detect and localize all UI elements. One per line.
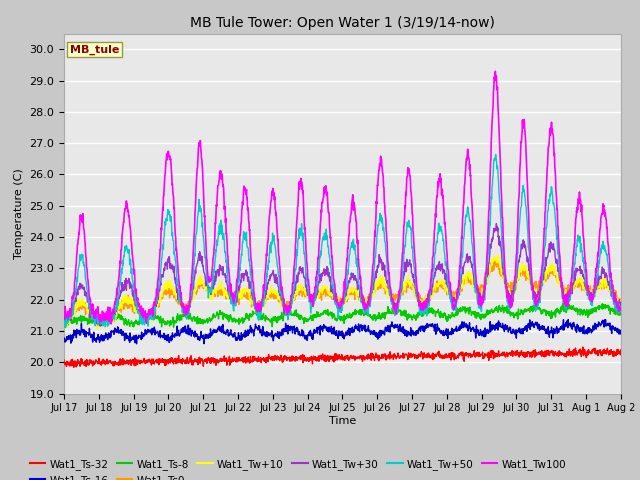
X-axis label: Time: Time: [329, 416, 356, 426]
Text: MB_tule: MB_tule: [70, 44, 119, 55]
Title: MB Tule Tower: Open Water 1 (3/19/14-now): MB Tule Tower: Open Water 1 (3/19/14-now…: [190, 16, 495, 30]
Legend: Wat1_Ts-32, Wat1_Ts-16, Wat1_Ts-8, Wat1_Ts0, Wat1_Tw+10, Wat1_Tw+30, Wat1_Tw+50,: Wat1_Ts-32, Wat1_Ts-16, Wat1_Ts-8, Wat1_…: [26, 455, 570, 480]
Y-axis label: Temperature (C): Temperature (C): [14, 168, 24, 259]
